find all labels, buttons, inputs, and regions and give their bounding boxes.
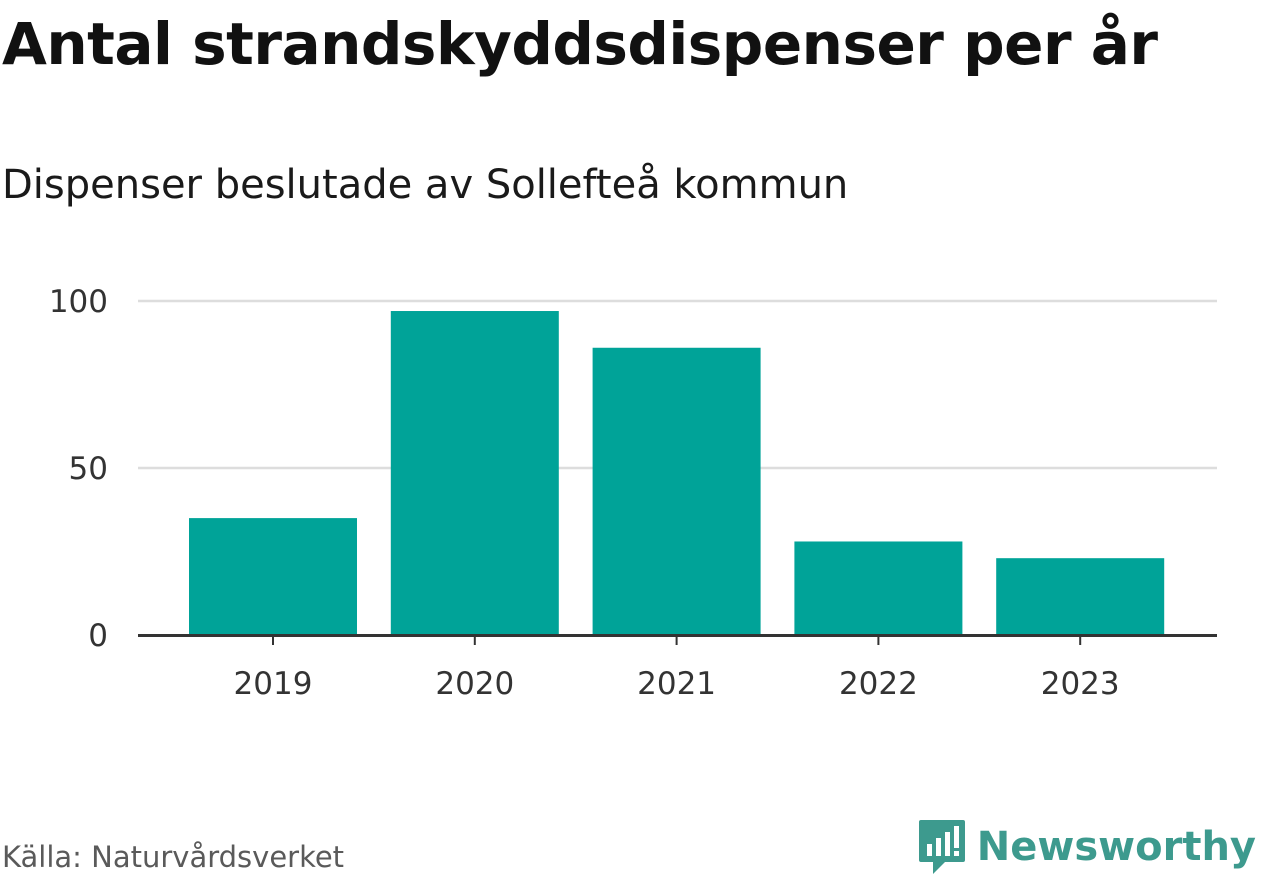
x-tick-label: 2021 [637,666,716,702]
bars [189,311,1165,635]
x-tick-label: 2019 [234,666,313,702]
brand-name: Newsworthy [976,824,1256,870]
bar-2021 [592,347,761,635]
chart-subtitle: Dispenser beslutade av Sollefteå kommun [2,162,849,208]
y-tick-label: 100 [49,284,108,320]
source-note: Källa: Naturvårdsverket [2,840,345,874]
x-tick-label: 2022 [839,666,918,702]
chart-title: Antal strandskyddsdispenser per år [2,10,1158,78]
bar-2019 [189,518,357,635]
newsworthy-logo-icon [918,820,965,874]
brand-logo: Newsworthy [917,818,1256,876]
x-tick-label: 2023 [1041,666,1120,702]
bar-2022 [794,541,963,635]
bar-2023 [996,558,1165,635]
x-axis: 2019 2020 2021 2022 2023 [138,634,1217,702]
y-axis-ticks: 0 50 100 [49,284,108,654]
bar-2020 [390,311,559,635]
y-tick-label: 50 [69,451,108,487]
x-tick-label: 2020 [435,666,514,702]
y-tick-label: 0 [88,618,108,654]
